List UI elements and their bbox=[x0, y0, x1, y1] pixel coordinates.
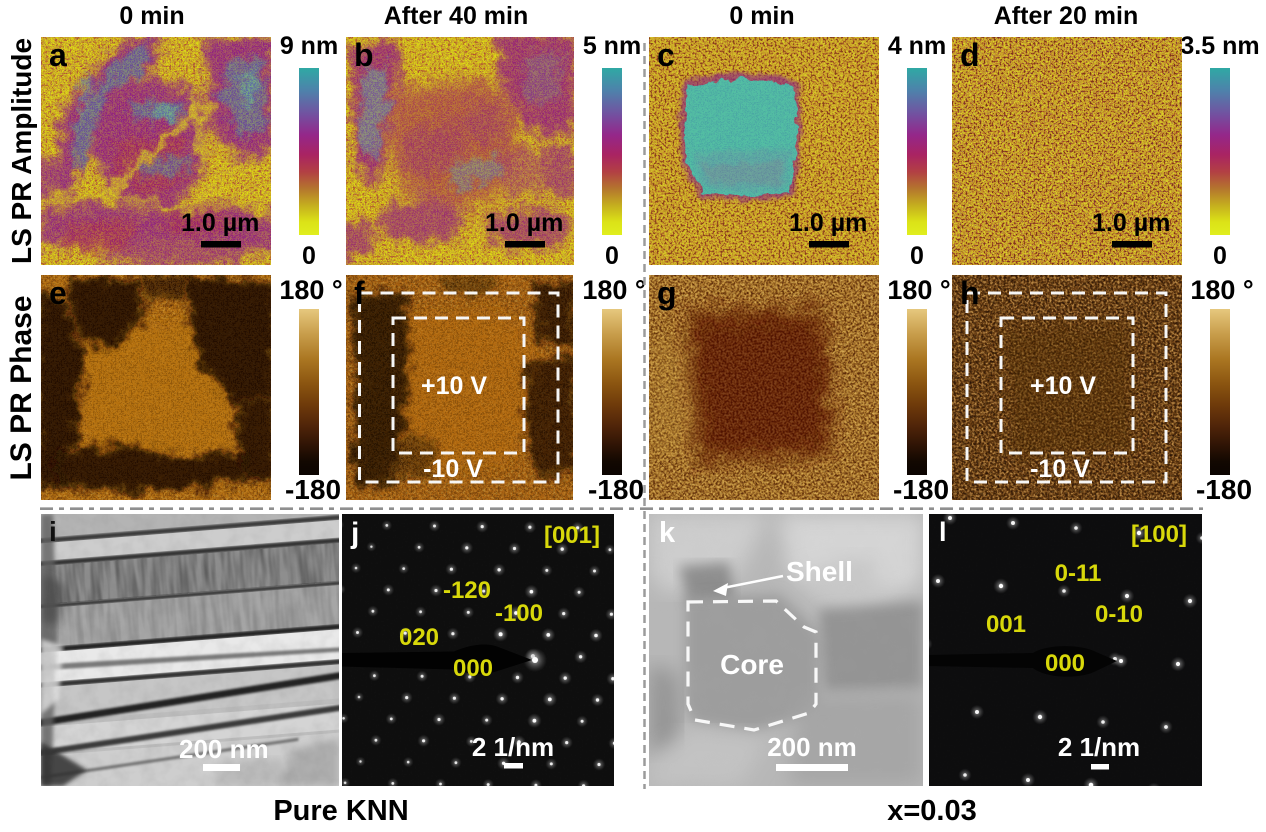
svg-text:h: h bbox=[960, 275, 980, 311]
svg-text:001: 001 bbox=[986, 611, 1026, 638]
svg-text:000: 000 bbox=[1045, 650, 1085, 677]
svg-text:200 nm: 200 nm bbox=[179, 734, 269, 764]
svg-text:2 1/nm: 2 1/nm bbox=[1058, 732, 1140, 762]
svg-text:-120: -120 bbox=[443, 577, 491, 604]
svg-text:[001]: [001] bbox=[544, 522, 600, 549]
svg-text:+10 V: +10 V bbox=[421, 372, 487, 400]
svg-text:[100]: [100] bbox=[1131, 521, 1187, 548]
svg-text:020: 020 bbox=[399, 624, 439, 651]
svg-text:b: b bbox=[354, 37, 374, 73]
svg-text:000: 000 bbox=[453, 655, 493, 682]
svg-text:1.0 µm: 1.0 µm bbox=[789, 209, 867, 237]
svg-text:-10 V: -10 V bbox=[1030, 455, 1090, 483]
svg-text:g: g bbox=[657, 275, 677, 311]
svg-text:-10 V: -10 V bbox=[423, 455, 483, 483]
svg-text:a: a bbox=[49, 37, 67, 73]
svg-text:f: f bbox=[354, 275, 365, 311]
svg-text:+10 V: +10 V bbox=[1030, 372, 1096, 400]
svg-text:c: c bbox=[657, 37, 675, 73]
svg-text:1.0 µm: 1.0 µm bbox=[181, 209, 259, 237]
svg-text:Shell: Shell bbox=[786, 556, 853, 587]
svg-text:-100: -100 bbox=[495, 600, 543, 627]
svg-text:0-11: 0-11 bbox=[1055, 560, 1102, 587]
svg-text:1.0 µm: 1.0 µm bbox=[485, 209, 563, 237]
svg-text:1.0 µm: 1.0 µm bbox=[1092, 209, 1170, 237]
svg-text:k: k bbox=[659, 517, 676, 549]
svg-text:l: l bbox=[939, 517, 947, 547]
svg-text:2 1/nm: 2 1/nm bbox=[472, 732, 554, 762]
svg-text:0-10: 0-10 bbox=[1095, 601, 1143, 628]
svg-text:d: d bbox=[960, 37, 980, 73]
svg-text:i: i bbox=[49, 516, 57, 547]
svg-text:j: j bbox=[350, 517, 359, 550]
svg-text:e: e bbox=[49, 275, 67, 311]
svg-text:200 nm: 200 nm bbox=[767, 732, 857, 762]
svg-text:Core: Core bbox=[720, 649, 784, 680]
